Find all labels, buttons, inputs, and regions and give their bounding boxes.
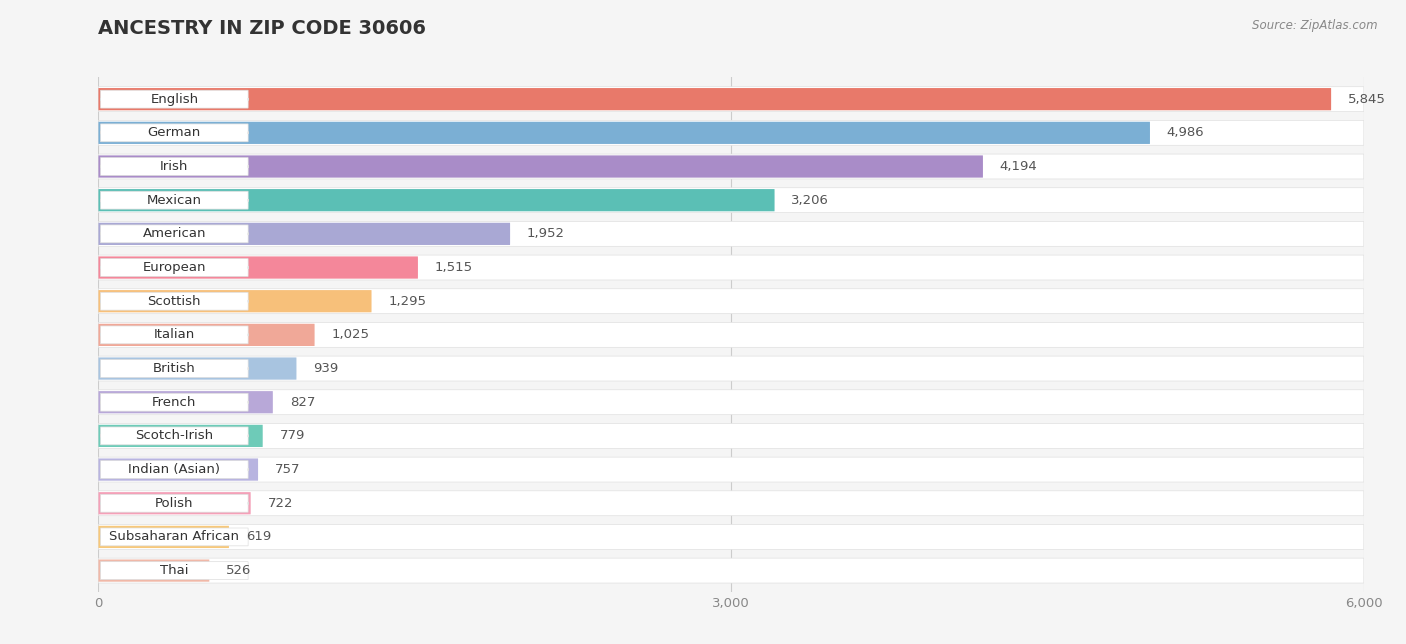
Text: 619: 619 (246, 531, 271, 544)
FancyBboxPatch shape (98, 120, 1364, 146)
FancyBboxPatch shape (98, 391, 273, 413)
FancyBboxPatch shape (98, 189, 775, 211)
Text: Indian (Asian): Indian (Asian) (128, 463, 221, 476)
FancyBboxPatch shape (100, 259, 249, 276)
FancyBboxPatch shape (100, 393, 249, 411)
FancyBboxPatch shape (98, 87, 1364, 111)
FancyBboxPatch shape (98, 356, 1364, 381)
FancyBboxPatch shape (98, 491, 1364, 516)
FancyBboxPatch shape (98, 492, 250, 515)
FancyBboxPatch shape (98, 255, 1364, 280)
FancyBboxPatch shape (100, 528, 249, 546)
Text: 757: 757 (276, 463, 301, 476)
Text: 827: 827 (290, 395, 315, 409)
FancyBboxPatch shape (100, 460, 249, 478)
Text: Scottish: Scottish (148, 295, 201, 308)
FancyBboxPatch shape (98, 290, 371, 312)
Text: Irish: Irish (160, 160, 188, 173)
FancyBboxPatch shape (98, 357, 297, 380)
FancyBboxPatch shape (98, 155, 983, 178)
Text: Italian: Italian (153, 328, 195, 341)
Text: French: French (152, 395, 197, 409)
FancyBboxPatch shape (98, 390, 1364, 415)
FancyBboxPatch shape (98, 154, 1364, 179)
Text: Thai: Thai (160, 564, 188, 577)
FancyBboxPatch shape (98, 560, 209, 582)
FancyBboxPatch shape (98, 524, 1364, 549)
Text: British: British (153, 362, 195, 375)
FancyBboxPatch shape (98, 222, 1364, 246)
Text: 526: 526 (226, 564, 252, 577)
FancyBboxPatch shape (98, 425, 263, 447)
FancyBboxPatch shape (100, 359, 249, 377)
Text: ANCESTRY IN ZIP CODE 30606: ANCESTRY IN ZIP CODE 30606 (98, 19, 426, 39)
Text: Source: ZipAtlas.com: Source: ZipAtlas.com (1253, 19, 1378, 32)
FancyBboxPatch shape (100, 90, 249, 108)
FancyBboxPatch shape (98, 88, 1331, 110)
FancyBboxPatch shape (100, 225, 249, 243)
Text: Mexican: Mexican (146, 194, 202, 207)
FancyBboxPatch shape (100, 326, 249, 344)
Text: 722: 722 (267, 497, 292, 510)
FancyBboxPatch shape (98, 256, 418, 279)
FancyBboxPatch shape (98, 526, 229, 548)
Text: 4,194: 4,194 (1000, 160, 1038, 173)
FancyBboxPatch shape (100, 562, 249, 580)
Text: Polish: Polish (155, 497, 194, 510)
Text: 5,845: 5,845 (1348, 93, 1386, 106)
FancyBboxPatch shape (98, 323, 1364, 347)
FancyBboxPatch shape (98, 223, 510, 245)
FancyBboxPatch shape (98, 188, 1364, 213)
FancyBboxPatch shape (100, 292, 249, 310)
FancyBboxPatch shape (98, 122, 1150, 144)
FancyBboxPatch shape (98, 558, 1364, 583)
FancyBboxPatch shape (100, 158, 249, 175)
Text: English: English (150, 93, 198, 106)
Text: 779: 779 (280, 430, 305, 442)
Text: 939: 939 (314, 362, 339, 375)
Text: German: German (148, 126, 201, 139)
Text: 4,986: 4,986 (1167, 126, 1205, 139)
Text: 1,025: 1,025 (332, 328, 370, 341)
Text: 3,206: 3,206 (792, 194, 830, 207)
FancyBboxPatch shape (98, 289, 1364, 314)
FancyBboxPatch shape (98, 324, 315, 346)
FancyBboxPatch shape (100, 427, 249, 445)
Text: European: European (142, 261, 207, 274)
Text: Subsaharan African: Subsaharan African (110, 531, 239, 544)
Text: 1,295: 1,295 (388, 295, 426, 308)
FancyBboxPatch shape (98, 457, 1364, 482)
FancyBboxPatch shape (100, 124, 249, 142)
Text: 1,952: 1,952 (527, 227, 565, 240)
FancyBboxPatch shape (98, 424, 1364, 448)
Text: American: American (142, 227, 207, 240)
FancyBboxPatch shape (100, 495, 249, 512)
Text: 1,515: 1,515 (434, 261, 472, 274)
FancyBboxPatch shape (98, 459, 259, 480)
Text: Scotch-Irish: Scotch-Irish (135, 430, 214, 442)
FancyBboxPatch shape (100, 191, 249, 209)
